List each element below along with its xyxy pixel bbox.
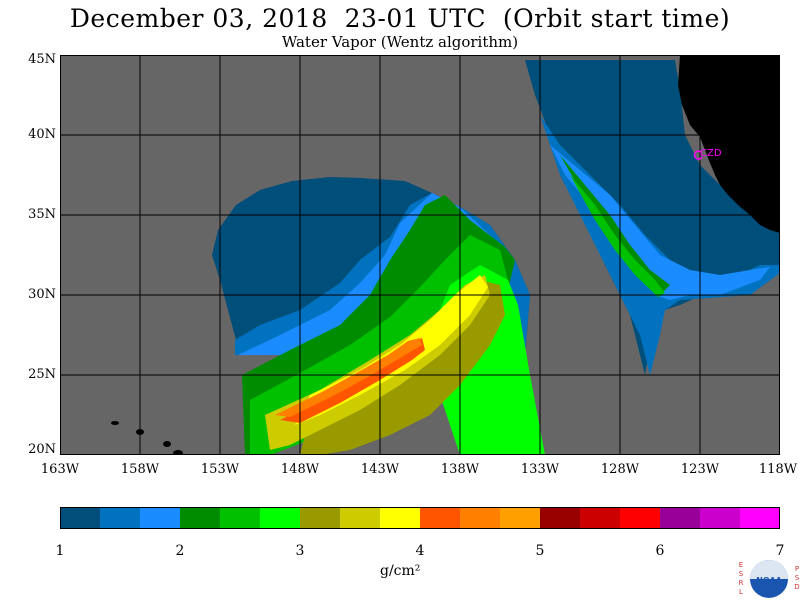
noaa-esrl-logo: E S R L P S D NOAA (739, 560, 800, 598)
lon-label-148w: 148W (280, 462, 320, 477)
lon-label-158w: 158W (120, 462, 160, 477)
colorbar-swatch (100, 507, 141, 529)
lon-label-143w: 143W (360, 462, 400, 477)
swath-east (525, 60, 780, 375)
colorbar-tick-1: 1 (55, 543, 65, 559)
colorbar-swatch (540, 507, 581, 529)
colorbar-swatch (340, 507, 381, 529)
colorbar-swatch (380, 507, 421, 529)
graticule (60, 55, 780, 455)
colorbar-swatch (260, 507, 301, 529)
colorbar-tick-6: 6 (655, 543, 665, 559)
lat-label-35n: 35N (28, 207, 56, 222)
lon-label-133w: 133W (520, 462, 560, 477)
svg-text:S: S (739, 570, 744, 578)
lon-label-118w: 118W (758, 462, 798, 477)
colorbar-swatch (220, 507, 261, 529)
swath-west (212, 177, 545, 455)
colorbar-swatch (60, 507, 101, 529)
page-subtitle: Water Vapor (Wentz algorithm) (281, 33, 519, 51)
colorbar-swatch (740, 507, 780, 529)
colorbar-swatch (460, 507, 501, 529)
colorbar-swatch (500, 507, 541, 529)
lat-label-45n: 45N (28, 52, 56, 67)
svg-text:D: D (794, 583, 799, 591)
water-vapor-map: CZD (60, 55, 780, 455)
colorbar-tick-5: 5 (535, 543, 545, 559)
station-marker-icon (693, 150, 703, 160)
colorbar-swatch (700, 507, 741, 529)
lat-label-30n: 30N (28, 287, 56, 302)
colorbar-swatch (660, 507, 701, 529)
colorbar-tick-7: 7 (775, 543, 785, 559)
logo-emblem-text: NOAA (756, 576, 782, 585)
lon-label-153w: 153W (200, 462, 240, 477)
colorbar-swatch (580, 507, 621, 529)
colorbar-tick-4: 4 (415, 543, 425, 559)
svg-text:E: E (739, 561, 743, 569)
colorbar-swatch (180, 507, 221, 529)
colorbar-tick-3: 3 (295, 543, 305, 559)
svg-text:L: L (739, 588, 743, 596)
lat-label-25n: 25N (28, 367, 56, 382)
colorbar-unit: g/cm² (380, 563, 421, 579)
svg-text:R: R (739, 579, 744, 587)
colorbar-tick-2: 2 (175, 543, 185, 559)
lat-label-20n: 20N (28, 442, 56, 457)
lon-label-123w: 123W (680, 462, 720, 477)
station-label: CZD (700, 148, 722, 159)
svg-text:P: P (795, 565, 799, 573)
colorbar-swatch (300, 507, 341, 529)
colorbar-swatch (420, 507, 461, 529)
colorbar-swatch (620, 507, 661, 529)
lon-label-128w: 128W (600, 462, 640, 477)
lon-label-138w: 138W (440, 462, 480, 477)
lat-label-40n: 40N (28, 127, 56, 142)
page-title: December 03, 2018 23-01 UTC (Orbit start… (69, 4, 731, 33)
svg-text:S: S (795, 574, 800, 582)
land-mass (678, 55, 780, 233)
lon-label-163w: 163W (40, 462, 80, 477)
colorbar (60, 507, 780, 529)
colorbar-swatch (140, 507, 181, 529)
